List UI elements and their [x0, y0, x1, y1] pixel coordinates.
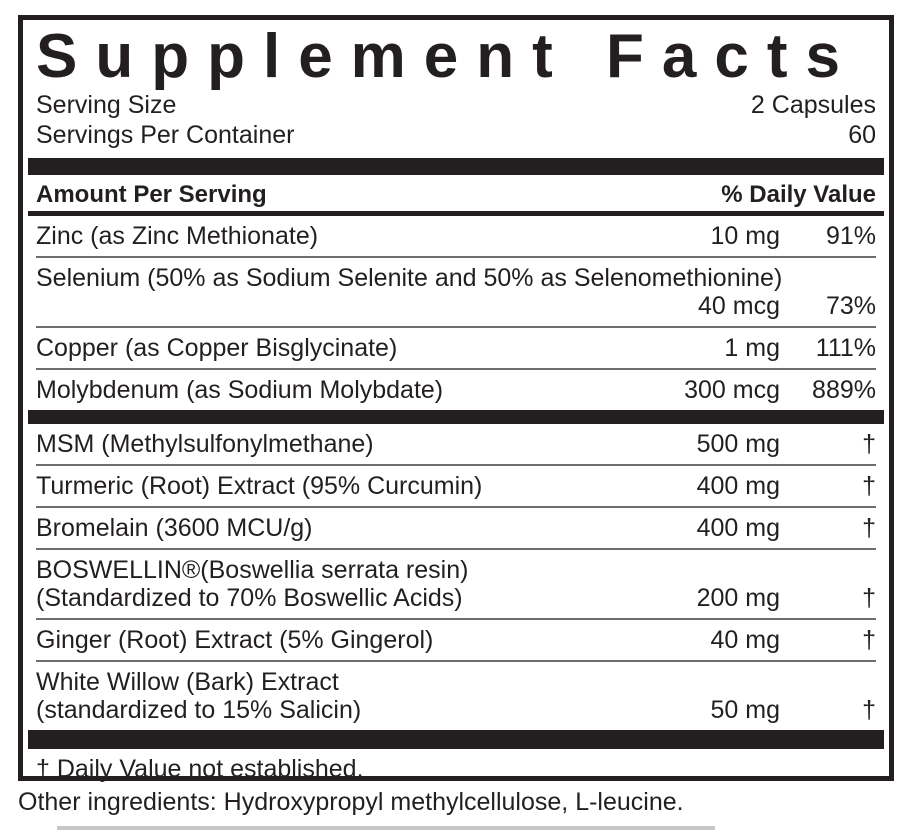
nutrient-daily-value: † [862, 584, 876, 612]
section-divider-bar [28, 410, 884, 424]
nutrient-name: Turmeric (Root) Extract (95% Curcumin) [36, 472, 483, 500]
section-divider-bar [28, 730, 884, 749]
percent-daily-value-header: % Daily Value [721, 181, 876, 208]
nutrient-name-line2: (standardized to 15% Salicin) [36, 696, 362, 724]
nutrient-amount: 300 mcg [684, 376, 780, 404]
nutrient-daily-value: † [862, 514, 876, 542]
servings-per-container-label: Servings Per Container [36, 121, 295, 149]
nutrient-amount: 400 mg [696, 472, 780, 500]
nutrient-name: Molybdenum (as Sodium Molybdate) [36, 376, 444, 404]
table-row-selenium: Selenium (50% as Sodium Selenite and 50%… [36, 258, 876, 328]
nutrient-amount: 500 mg [696, 430, 780, 458]
nutrient-name-line2: (Standardized to 70% Boswellic Acids) [36, 584, 463, 612]
table-row-zinc: Zinc (as Zinc Methionate) 10 mg 91% [36, 216, 876, 258]
nutrient-amount: 40 mg [710, 626, 780, 654]
serving-size-row: Serving Size 2 Capsules [36, 90, 876, 120]
table-row-msm: MSM (Methylsulfonylmethane) 500 mg † [36, 424, 876, 466]
section-divider-bar [28, 158, 884, 175]
table-row-bromelain: Bromelain (3600 MCU/g) 400 mg † [36, 508, 876, 550]
nutrient-name: BOSWELLIN®(Boswellia serrata resin) [36, 556, 469, 584]
nutrient-daily-value: 91% [825, 222, 876, 250]
nutrient-daily-value: † [862, 430, 876, 458]
nutrient-daily-value: † [862, 696, 876, 724]
supplement-facts-panel: Supplement Facts Serving Size 2 Capsules… [18, 15, 894, 783]
nutrient-daily-value: † [862, 472, 876, 500]
nutrient-amount: 200 mg [696, 584, 780, 612]
servings-per-container-value: 60 [848, 121, 876, 149]
table-row-ginger: Ginger (Root) Extract (5% Gingerol) 40 m… [36, 620, 876, 662]
nutrient-amount: 50 mg [710, 696, 780, 724]
other-ingredients-text: Other ingredients: Hydroxypropyl methylc… [18, 788, 684, 816]
panel-title: Supplement Facts [36, 22, 858, 91]
cropped-bottom-bar [57, 826, 715, 830]
nutrient-name: Zinc (as Zinc Methionate) [36, 222, 319, 250]
nutrient-name: Bromelain (3600 MCU/g) [36, 514, 313, 542]
nutrient-name: Selenium (50% as Sodium Selenite and 50%… [36, 264, 783, 292]
nutrient-name: Copper (as Copper Bisglycinate) [36, 334, 398, 362]
serving-size-label: Serving Size [36, 91, 177, 119]
table-row-molybdenum: Molybdenum (as Sodium Molybdate) 300 mcg… [36, 370, 876, 410]
nutrient-daily-value: 889% [812, 376, 876, 404]
nutrient-name: MSM (Methylsulfonylmethane) [36, 430, 374, 458]
nutrient-amount: 40 mcg [698, 292, 780, 320]
amount-per-serving-header: Amount Per Serving [36, 181, 267, 208]
table-row-copper: Copper (as Copper Bisglycinate) 1 mg 111… [36, 328, 876, 370]
table-row-turmeric: Turmeric (Root) Extract (95% Curcumin) 4… [36, 466, 876, 508]
table-header-row: Amount Per Serving % Daily Value [36, 175, 876, 211]
nutrient-daily-value: 111% [815, 334, 876, 362]
nutrient-name: White Willow (Bark) Extract [36, 668, 339, 696]
table-row-boswellin: BOSWELLIN®(Boswellia serrata resin) (Sta… [36, 550, 876, 620]
nutrient-amount: 1 mg [724, 334, 780, 362]
serving-size-value: 2 Capsules [750, 91, 876, 119]
header-rule [28, 211, 884, 216]
servings-per-container-row: Servings Per Container 60 [36, 120, 876, 150]
nutrient-daily-value: † [862, 626, 876, 654]
nutrient-amount: 400 mg [696, 514, 780, 542]
daily-value-footnote: † Daily Value not established. [36, 755, 364, 783]
nutrient-name: Ginger (Root) Extract (5% Gingerol) [36, 626, 434, 654]
nutrient-daily-value: 73% [825, 292, 876, 320]
nutrient-amount: 10 mg [710, 222, 780, 250]
table-row-white-willow: White Willow (Bark) Extract (standardize… [36, 662, 876, 730]
